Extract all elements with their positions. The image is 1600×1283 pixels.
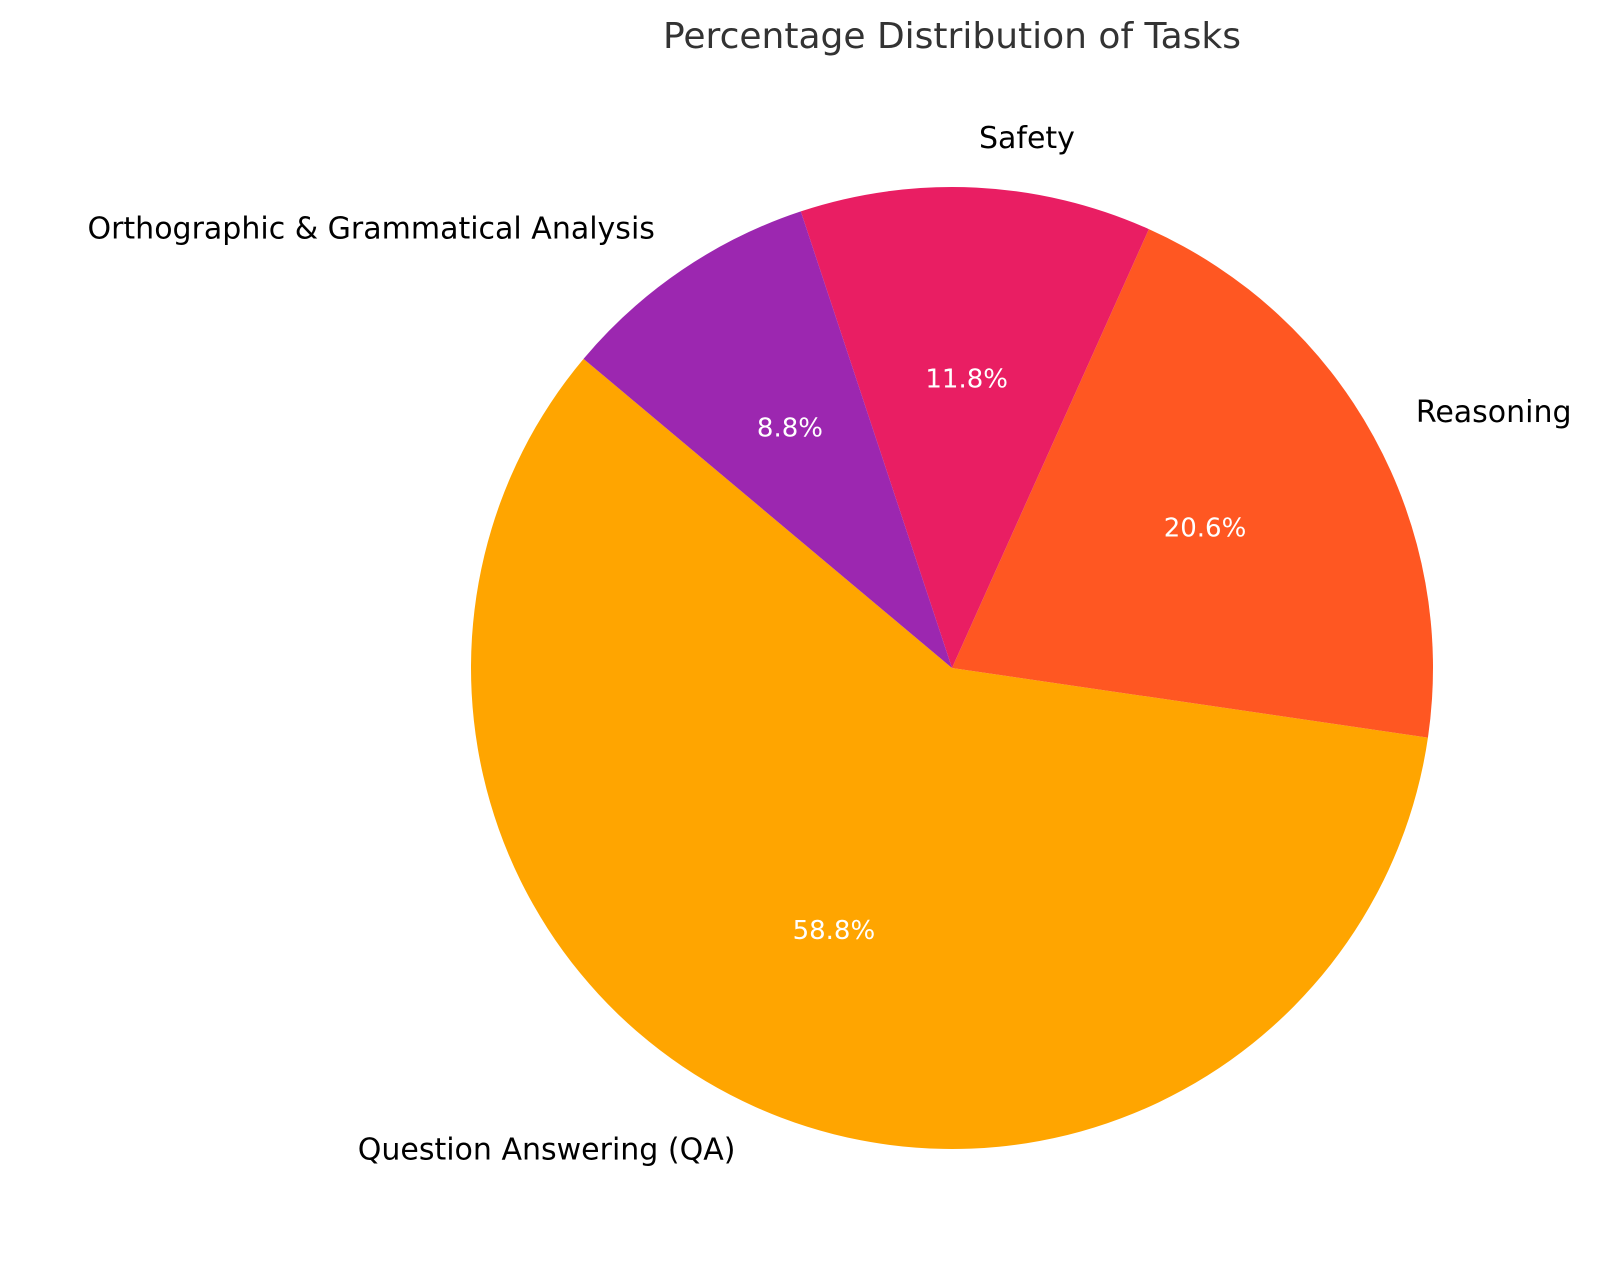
slice-category-label: Question Answering (QA) — [358, 1132, 736, 1167]
slice-percent-label: 8.8% — [757, 414, 823, 444]
pie-slice-3 — [800, 187, 1149, 669]
pie-slice-1 — [471, 358, 1428, 1149]
slice-category-label: Safety — [979, 121, 1075, 156]
pie-slices — [471, 187, 1433, 1149]
pie-slice-2 — [952, 229, 1433, 738]
pie-labels: Question Answering (QA) 58.8% Reasoning 20.… — [87, 121, 1571, 1167]
slice-category-label: Orthographic & Grammatical Analysis — [87, 212, 654, 247]
chart-title: Percentage Distribution of Tasks — [663, 16, 1241, 57]
pie-slice-4 — [583, 211, 952, 668]
slice-category-label: Reasoning — [1416, 395, 1572, 430]
slice-percent-label: 20.6% — [1164, 514, 1247, 544]
slice-percent-label: 11.8% — [925, 364, 1008, 394]
slice-percent-label: 58.8% — [793, 916, 876, 946]
